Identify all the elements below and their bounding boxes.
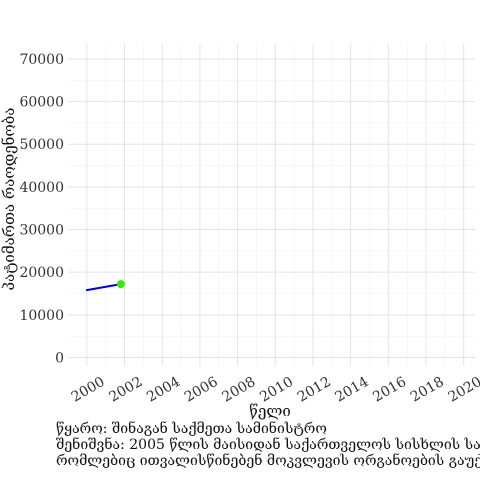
y-tick-label: 10000 — [19, 308, 64, 324]
note-caption-line-1: შენიშვნა: 2005 წლის მაისიდან საქართველოს… — [56, 437, 480, 453]
grid-lines — [68, 44, 475, 366]
y-tick-label: 0 — [55, 350, 64, 366]
x-tick-label: 2010 — [257, 374, 296, 406]
y-tick-label: 60000 — [19, 95, 64, 111]
x-tick-label: 2020 — [446, 374, 480, 406]
y-tick-label: 40000 — [19, 180, 64, 196]
series-layer — [85, 280, 125, 292]
x-tick-label: 2000 — [69, 374, 108, 406]
y-tick-label: 20000 — [19, 265, 64, 281]
x-tick-label: 2004 — [144, 374, 183, 406]
x-tick-label: 2008 — [220, 374, 259, 406]
y-axis-ticks: 0 10000 20000 30000 40000 50000 60000 70000 — [19, 52, 64, 367]
y-tick-label: 50000 — [19, 137, 64, 153]
series-line — [85, 283, 122, 292]
x-axis-title: წელი — [249, 402, 291, 420]
x-tick-label: 2014 — [333, 374, 372, 406]
series-end-point — [116, 280, 125, 289]
note-caption-line-2: რომლებიც ითვალისწინებენ მოკვლევის ორგანო… — [56, 453, 480, 469]
y-tick-label: 30000 — [19, 223, 64, 239]
x-axis-ticks: 2000200220042006200820102012201420162018… — [69, 374, 480, 406]
source-caption: წყარო: შინაგან საქმეთა სამინისტრო — [56, 421, 327, 437]
x-tick-label: 2018 — [408, 374, 447, 406]
x-tick-label: 2006 — [182, 374, 221, 406]
x-tick-label: 2016 — [370, 374, 409, 406]
x-tick-label: 2012 — [295, 374, 334, 406]
x-tick-label: 2002 — [106, 374, 145, 406]
y-axis-title: პატიმართა რაოდენობა — [0, 108, 18, 291]
y-tick-label: 70000 — [19, 52, 64, 68]
